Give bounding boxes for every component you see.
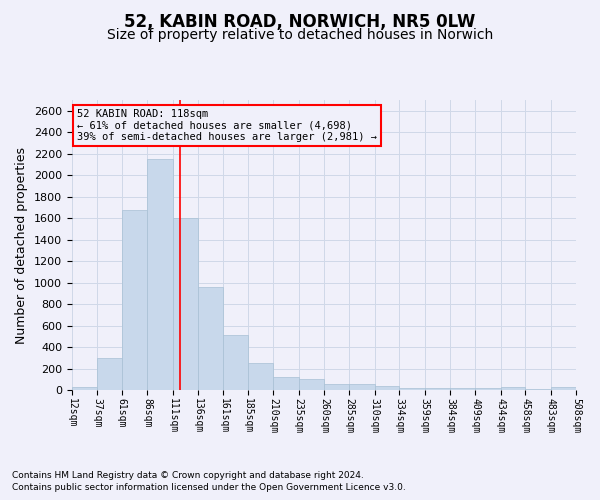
Bar	[248, 363, 273, 390]
Text: 52, KABIN ROAD, NORWICH, NR5 0LW: 52, KABIN ROAD, NORWICH, NR5 0LW	[124, 12, 476, 30]
Bar	[173, 218, 198, 390]
Bar	[450, 388, 475, 390]
Bar	[501, 388, 525, 390]
Bar	[551, 388, 576, 390]
Bar	[223, 335, 248, 390]
Bar	[122, 210, 147, 390]
Text: Size of property relative to detached houses in Norwich: Size of property relative to detached ho…	[107, 28, 493, 42]
Bar	[349, 384, 375, 390]
Text: Contains HM Land Registry data © Crown copyright and database right 2024.: Contains HM Land Registry data © Crown c…	[12, 471, 364, 480]
Bar	[97, 358, 122, 390]
Bar	[399, 388, 425, 390]
Bar	[147, 159, 173, 390]
Y-axis label: Number of detached properties: Number of detached properties	[16, 146, 28, 344]
Bar	[375, 386, 399, 390]
Bar	[299, 378, 324, 390]
Bar	[425, 388, 450, 390]
Bar	[273, 376, 299, 390]
Bar	[324, 384, 349, 390]
Bar	[475, 388, 501, 390]
Bar	[72, 388, 97, 390]
Text: 52 KABIN ROAD: 118sqm
← 61% of detached houses are smaller (4,698)
39% of semi-d: 52 KABIN ROAD: 118sqm ← 61% of detached …	[77, 108, 377, 142]
Text: Contains public sector information licensed under the Open Government Licence v3: Contains public sector information licen…	[12, 484, 406, 492]
Bar	[198, 287, 223, 390]
